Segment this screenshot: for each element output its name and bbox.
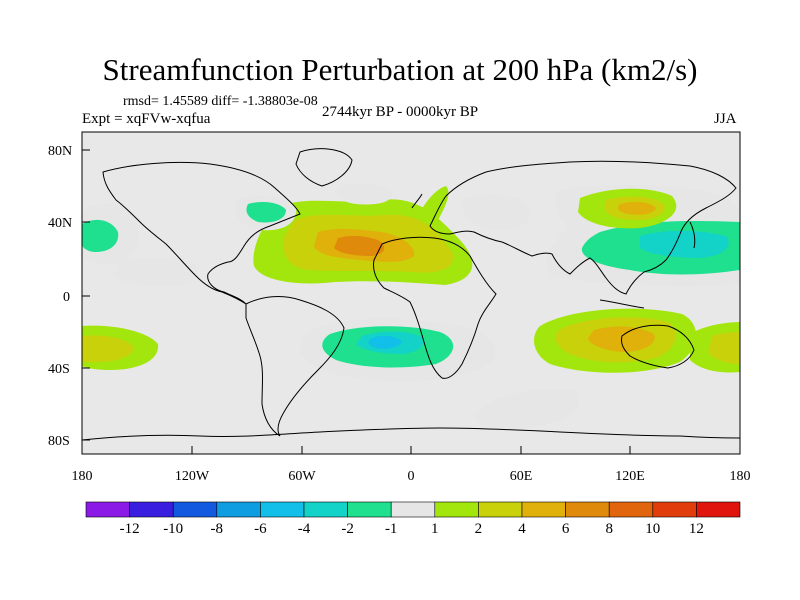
colorbar-label: 4 xyxy=(518,521,526,537)
region-high-atlantic xyxy=(336,183,393,205)
colorbar-label: 12 xyxy=(689,521,704,537)
colorbar-swatch xyxy=(172,501,218,518)
region-north-atlantic-tongue xyxy=(420,186,449,220)
region-spac-east-l2 xyxy=(708,332,740,364)
colorbar-swatch xyxy=(608,501,654,518)
colorbar-swatch xyxy=(390,501,436,518)
colorbar-label: -8 xyxy=(211,521,224,537)
coast-greenland xyxy=(295,148,353,187)
chart-title: Streamfunction Perturbation at 200 hPa (… xyxy=(102,52,698,87)
colorbar-swatch xyxy=(347,501,392,518)
coast-australia xyxy=(621,324,695,369)
colorbar-label: -6 xyxy=(254,521,267,537)
lon-axis: 180 120W 60W 0 60E 120E 180 xyxy=(72,446,751,484)
colorbar-swatch xyxy=(521,501,566,518)
colorbar-label: -4 xyxy=(298,521,311,537)
colorbar-swatch xyxy=(696,501,741,518)
lon-label: 60E xyxy=(510,469,533,484)
coast-north-america xyxy=(102,161,301,305)
colorbar-swatch xyxy=(129,501,174,518)
colorbar-label: 8 xyxy=(605,521,613,537)
map-background xyxy=(82,132,740,454)
lon-label: 180 xyxy=(730,469,751,484)
lon-label: 60W xyxy=(288,469,316,484)
colorbar-swatch xyxy=(434,501,479,518)
stats-text: rmsd= 1.45589 diff= -1.38803e-08 xyxy=(123,94,318,109)
coast-antarctica xyxy=(82,427,740,441)
lon-label: 0 xyxy=(408,469,415,484)
colorbar-swatch xyxy=(652,501,697,518)
colorbar-label: 2 xyxy=(475,521,483,537)
colorbar-label: -12 xyxy=(120,521,140,537)
region-na-south-level1 xyxy=(114,258,199,286)
coast-uk xyxy=(411,193,423,209)
lat-label: 40S xyxy=(48,362,70,377)
coast-africa xyxy=(373,236,497,379)
colorbar: -12 -10 -8 -6 -4 -2 -1 1 2 4 6 8 10 12 xyxy=(85,501,741,537)
region-europe xyxy=(461,195,531,230)
period-label: 2744kyr BP - 0000kyr BP xyxy=(321,104,479,120)
coast-indonesia xyxy=(599,299,645,309)
lat-label: 80N xyxy=(48,144,72,159)
region-north-atlantic-level4 xyxy=(334,235,385,256)
region-na-east-level2 xyxy=(246,202,286,223)
colorbar-swatch xyxy=(260,501,305,518)
region-south-atlantic-l4 xyxy=(368,335,402,349)
lon-label: 120E xyxy=(615,469,645,484)
colorbar-label: 6 xyxy=(562,521,570,537)
lat-axis: 80N 40N 0 40S 80S xyxy=(48,144,90,449)
colorbar-swatch xyxy=(303,501,348,518)
lat-label: 80S xyxy=(48,434,70,449)
anomaly-regions xyxy=(82,183,740,429)
coast-south-america xyxy=(245,296,345,437)
lat-label: 40N xyxy=(48,216,72,231)
map-area xyxy=(82,132,740,454)
region-asia-negative-band-l3 xyxy=(640,230,729,258)
colorbar-swatch xyxy=(565,501,610,518)
season-label: JJA xyxy=(714,111,737,127)
coast-eurasia xyxy=(429,160,737,295)
colorbar-label: -2 xyxy=(341,521,354,537)
colorbar-label: 1 xyxy=(431,521,439,537)
colorbar-label: -1 xyxy=(385,521,398,537)
lat-label: 0 xyxy=(63,290,70,305)
colorbar-swatch xyxy=(85,501,130,518)
lon-label: 180 xyxy=(72,469,93,484)
lon-label: 120W xyxy=(175,469,210,484)
region-na-west-level2 xyxy=(82,219,119,252)
colorbar-swatch xyxy=(478,501,523,518)
region-spac-west-l2 xyxy=(82,335,134,362)
experiment-label: Expt = xqFVw-xqfua xyxy=(82,111,211,127)
colorbar-label: -10 xyxy=(163,521,183,537)
colorbar-label: 10 xyxy=(645,521,660,537)
region-southern-ocean xyxy=(475,388,580,429)
coastlines xyxy=(82,148,740,441)
colorbar-swatch xyxy=(216,501,261,518)
region-asia-positive-l3 xyxy=(618,201,656,215)
coast-japan xyxy=(689,221,696,249)
